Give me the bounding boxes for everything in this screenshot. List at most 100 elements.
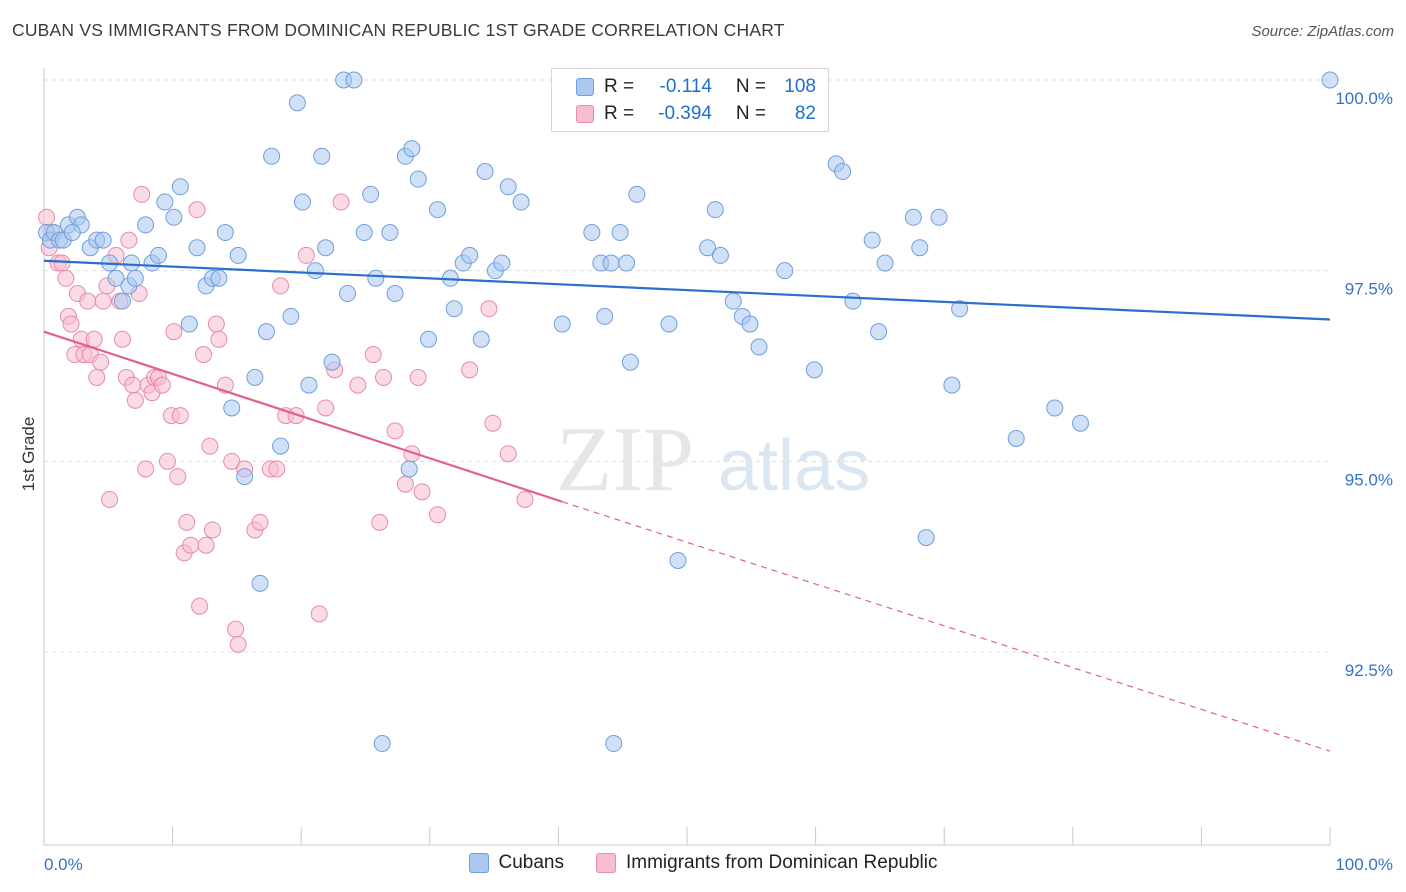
cubans-swatch bbox=[576, 78, 594, 96]
cubans-point bbox=[282, 307, 300, 325]
cubans-point bbox=[323, 353, 341, 371]
cubans-point bbox=[605, 735, 623, 753]
dominican-point bbox=[57, 269, 75, 287]
dominican-point bbox=[171, 407, 189, 425]
cubans-point bbox=[776, 262, 794, 280]
dominican-point bbox=[480, 300, 498, 318]
cubans-point bbox=[94, 231, 112, 249]
dominican-point bbox=[409, 368, 427, 386]
cubans-point bbox=[420, 330, 438, 348]
cubans-point bbox=[272, 437, 290, 455]
cubans-point bbox=[367, 269, 385, 287]
cubans-point bbox=[156, 193, 174, 211]
dominican-point bbox=[124, 376, 142, 394]
cubans-points bbox=[38, 71, 1339, 753]
cubans-point bbox=[1072, 414, 1090, 432]
dominican-point bbox=[62, 315, 80, 333]
dominican-point bbox=[92, 353, 110, 371]
legend-item-dominican: Immigrants from Dominican Republic bbox=[596, 852, 938, 874]
cubans-point bbox=[476, 163, 494, 181]
cubans-point bbox=[844, 292, 862, 310]
dominican-trend-line bbox=[43, 330, 563, 503]
cubans-legend-swatch bbox=[468, 853, 489, 873]
cubans-point bbox=[943, 376, 961, 394]
cubans-point bbox=[317, 239, 335, 257]
dominican-point bbox=[272, 277, 290, 295]
cubans-point bbox=[403, 140, 421, 158]
dominican-point bbox=[413, 483, 431, 501]
dominican-point bbox=[182, 536, 200, 554]
dominican-point bbox=[310, 605, 328, 623]
cubans-point bbox=[512, 193, 530, 211]
series-legend: Cubans Immigrants from Dominican Republi… bbox=[0, 852, 1406, 874]
axes bbox=[43, 68, 1331, 846]
cubans-point bbox=[445, 300, 463, 318]
r-value: -0.394 bbox=[658, 103, 712, 124]
cubans-point bbox=[461, 246, 479, 264]
x-tick-label: 100.0% bbox=[1335, 855, 1393, 874]
cubans-point bbox=[750, 338, 768, 356]
cubans-point bbox=[373, 735, 391, 753]
cubans-point bbox=[386, 285, 404, 303]
cubans-point bbox=[137, 216, 155, 234]
dominican-point bbox=[349, 376, 367, 394]
dominican-point bbox=[297, 246, 315, 264]
cubans-point bbox=[313, 147, 331, 165]
dominican-point bbox=[499, 445, 517, 463]
cubans-point bbox=[236, 468, 254, 486]
cubans-point bbox=[911, 239, 929, 257]
watermark: ZIP atlas bbox=[556, 408, 870, 510]
cubans-point bbox=[834, 163, 852, 181]
dominican-point bbox=[268, 460, 286, 478]
dominican-point bbox=[429, 506, 447, 524]
cubans-point bbox=[293, 193, 311, 211]
dominican-point bbox=[484, 414, 502, 432]
dominican-point bbox=[207, 315, 225, 333]
dominican-point bbox=[153, 376, 171, 394]
cubans-point bbox=[741, 315, 759, 333]
cubans-point bbox=[246, 368, 264, 386]
cubans-point bbox=[229, 246, 247, 264]
cubans-point bbox=[602, 254, 620, 272]
cubans-point bbox=[149, 246, 167, 264]
dominican-point bbox=[210, 330, 228, 348]
y-tick-label: 97.5% bbox=[1345, 280, 1393, 299]
cubans-point bbox=[1046, 399, 1064, 417]
y-tick-label: 92.5% bbox=[1345, 661, 1393, 680]
cubans-point bbox=[583, 224, 601, 242]
dominican-point bbox=[194, 346, 212, 364]
cubans-point bbox=[660, 315, 678, 333]
cubans-legend-label: Cubans bbox=[498, 852, 565, 873]
cubans-point bbox=[210, 269, 228, 287]
dominican-points bbox=[38, 185, 534, 653]
dominican-point bbox=[287, 407, 305, 425]
legend-row-cubans: R = -0.114 N = 108 bbox=[576, 75, 816, 99]
dominican-point bbox=[371, 513, 389, 531]
cubans-point bbox=[1321, 71, 1339, 89]
cubans-point bbox=[306, 262, 324, 280]
dominican-point bbox=[101, 490, 119, 508]
cubans-point bbox=[188, 239, 206, 257]
dominican-point bbox=[94, 292, 112, 310]
cubans-point bbox=[165, 208, 183, 226]
cubans-point bbox=[126, 269, 144, 287]
dominican-point bbox=[113, 330, 131, 348]
cubans-point bbox=[669, 551, 687, 569]
cubans-point bbox=[409, 170, 427, 188]
dominican-point bbox=[191, 597, 209, 615]
dominican-legend-label: Immigrants from Dominican Republic bbox=[626, 852, 938, 873]
cubans-trend-line bbox=[43, 259, 1331, 321]
n-value: 82 bbox=[794, 103, 816, 124]
x-tick-label: 0.0% bbox=[44, 855, 83, 874]
watermark-zip: ZIP bbox=[556, 408, 694, 510]
cubans-point bbox=[355, 224, 373, 242]
cubans-point bbox=[113, 292, 131, 310]
y-axis-label: 1st Grade bbox=[19, 417, 38, 492]
dominican-point bbox=[317, 399, 335, 417]
dominican-point bbox=[178, 513, 196, 531]
cubans-point bbox=[706, 201, 724, 219]
source-label: Source: ZipAtlas.com bbox=[1251, 23, 1394, 40]
r-label: R = bbox=[604, 103, 635, 124]
cubans-point bbox=[338, 285, 356, 303]
